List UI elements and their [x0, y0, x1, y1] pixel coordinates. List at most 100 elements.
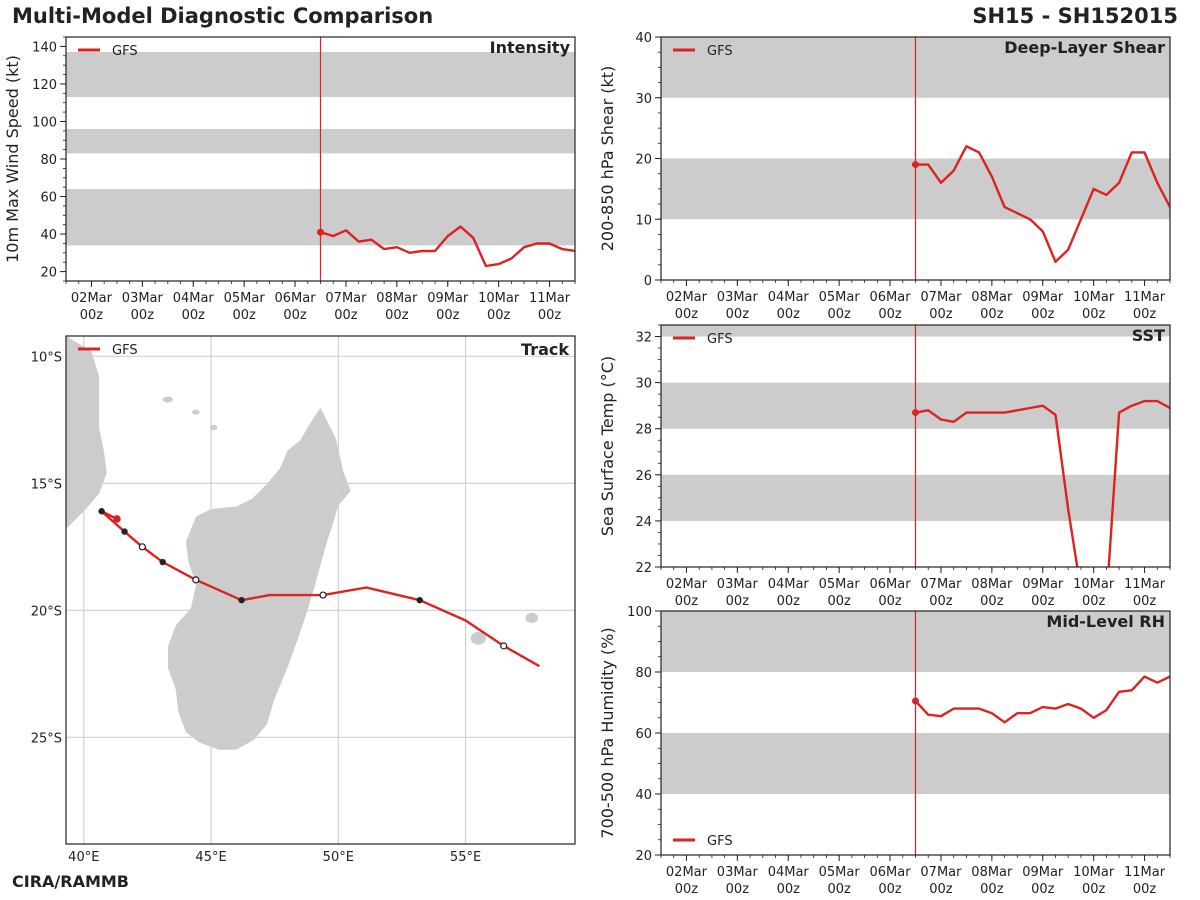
- track-xtick-label: 50°E: [323, 850, 354, 865]
- sst-xtick-hour: 00z: [929, 594, 953, 609]
- shear-xtick-hour: 00z: [675, 307, 699, 322]
- track-gfs-point: [121, 528, 128, 535]
- shear-ytick-label: 10: [635, 213, 652, 228]
- intensity-ytick-label: 20: [40, 266, 57, 281]
- track-xtick-label: 55°E: [450, 850, 481, 865]
- rh-gfs-line: [914, 675, 1170, 724]
- rh-xtick-hour: 00z: [827, 882, 851, 897]
- shear-xtick-hour: 00z: [980, 307, 1004, 322]
- rh-title: Mid-Level RH: [1046, 612, 1165, 631]
- rh-xtick-label: 10Mar: [1073, 865, 1115, 880]
- track-gfs-point: [319, 591, 327, 599]
- intensity-xtick-hour: 00z: [385, 308, 409, 323]
- shear-xtick-label: 02Mar: [666, 290, 708, 305]
- intensity-xtick-hour: 00z: [538, 308, 562, 323]
- sst-ytick-label: 22: [635, 561, 652, 576]
- shear-xtick-hour: 00z: [1031, 307, 1055, 322]
- track-ytick-label: 25°S: [31, 731, 62, 746]
- storm-id: SH15 - SH152015: [972, 4, 1178, 28]
- shear-xtick-label: 07Mar: [920, 290, 962, 305]
- shear-xtick-hour: 00z: [827, 307, 851, 322]
- rh-xtick-label: 08Mar: [971, 865, 1013, 880]
- shear-legend-label: GFS: [707, 44, 733, 59]
- rh-xtick-hour: 00z: [1133, 882, 1157, 897]
- sst-ytick-label: 30: [635, 377, 652, 392]
- intensity-ytick-label: 100: [32, 115, 57, 130]
- sst-xtick-hour: 00z: [777, 594, 801, 609]
- shear-frame: [660, 36, 1171, 281]
- sst-ytick-label: 24: [635, 515, 652, 530]
- shear-xtick-label: 03Mar: [717, 290, 759, 305]
- shear-xtick-hour: 00z: [1082, 307, 1106, 322]
- intensity-panel: 20 40 60 80 100 120 140 02Mar 00z 03Mar 00z 04Mar 00…: [3, 36, 576, 323]
- intensity-xtick-label: 10Mar: [478, 291, 520, 306]
- track-gfs-point: [238, 596, 245, 604]
- intensity-frame: [65, 36, 576, 282]
- rh-xtick-label: 04Mar: [768, 865, 810, 880]
- intensity-gfs-point: [317, 228, 324, 236]
- rh-xtick-label: 03Mar: [717, 865, 759, 880]
- rh-xtick-hour: 00z: [777, 882, 801, 897]
- island-landmass: [470, 631, 486, 645]
- sst-legend-label: GFS: [707, 332, 733, 347]
- intensity-xtick-label: 02Mar: [71, 291, 113, 306]
- intensity-title: Intensity: [490, 38, 571, 57]
- rh-ytick-label: 20: [635, 849, 652, 864]
- track-panel: 40°E 45°E 50°E 55°E 10°S 15°S 20°S 25°S Track GFS: [31, 335, 576, 865]
- sst-ytick-label: 26: [635, 469, 652, 484]
- intensity-xtick-hour: 00z: [487, 308, 511, 323]
- intensity-xtick-label: 03Mar: [122, 291, 164, 306]
- shear-xtick-hour: 00z: [929, 307, 953, 322]
- credit-label: CIRA/RAMMB: [12, 872, 129, 891]
- sst-xtick-label: 10Mar: [1073, 577, 1115, 592]
- shear-ytick-label: 40: [635, 31, 652, 46]
- shear-xtick-label: 04Mar: [768, 290, 810, 305]
- intensity-xtick-hour: 00z: [334, 308, 358, 323]
- sst-xtick-hour: 00z: [726, 594, 750, 609]
- track-gfs-point: [98, 508, 105, 515]
- intensity-xtick-hour: 00z: [436, 308, 460, 323]
- shear-xtick-label: 11Mar: [1124, 290, 1166, 305]
- sst-ytick-label: 28: [635, 423, 652, 438]
- sst-frame: [660, 324, 1171, 568]
- track-xtick-label: 40°E: [68, 850, 99, 865]
- intensity-xtick-hour: 00z: [182, 308, 206, 323]
- rh-ytick-label: 100: [627, 605, 652, 620]
- figure-title: Multi-Model Diagnostic Comparison: [12, 4, 434, 28]
- track-gfs-point: [113, 515, 121, 523]
- intensity-xtick-label: 11Mar: [529, 291, 571, 306]
- intensity-xtick-label: 09Mar: [427, 291, 469, 306]
- sst-xtick-hour: 00z: [1082, 594, 1106, 609]
- island-landmass: [525, 612, 539, 624]
- intensity-ylabel: 10m Max Wind Speed (kt): [3, 55, 22, 263]
- rh-xtick-hour: 00z: [980, 882, 1004, 897]
- rh-ytick-label: 80: [635, 666, 652, 681]
- sst-xtick-label: 03Mar: [717, 577, 759, 592]
- track-ytick-label: 10°S: [31, 350, 62, 365]
- sst-panel: 22 24 26 28 30 32 02Mar 00z 03Mar 00z 04Mar 00z 05Ma…: [598, 324, 1171, 609]
- sst-xtick-hour: 00z: [878, 594, 902, 609]
- intensity-ytick-label: 40: [40, 228, 57, 243]
- track-title: Track: [521, 340, 569, 359]
- rh-ytick-label: 40: [635, 788, 652, 803]
- intensity-ytick-label: 80: [40, 153, 57, 168]
- sst-xtick-hour: 00z: [1031, 594, 1055, 609]
- sst-xtick-label: 08Mar: [971, 577, 1013, 592]
- shear-xtick-label: 06Mar: [870, 290, 912, 305]
- rh-xtick-label: 09Mar: [1022, 865, 1064, 880]
- shear-xtick-label: 05Mar: [819, 290, 861, 305]
- sst-xtick-label: 07Mar: [920, 577, 962, 592]
- rh-panel: 20 40 60 80 100 02Mar 00z 03Mar 00z 04Mar 00z 05Mar…: [598, 605, 1171, 897]
- track-frame: [65, 335, 576, 845]
- intensity-xtick-label: 06Mar: [275, 291, 317, 306]
- shear-xtick-hour: 00z: [777, 307, 801, 322]
- intensity-xtick-hour: 00z: [283, 308, 307, 323]
- intensity-ytick-label: 140: [32, 40, 57, 55]
- rh-gfs-point: [912, 697, 919, 705]
- track-legend-label: GFS: [112, 343, 138, 358]
- sst-xtick-hour: 00z: [675, 594, 699, 609]
- sst-xtick-hour: 00z: [1133, 594, 1157, 609]
- sst-xtick-label: 06Mar: [870, 577, 912, 592]
- sst-xtick-hour: 00z: [980, 594, 1004, 609]
